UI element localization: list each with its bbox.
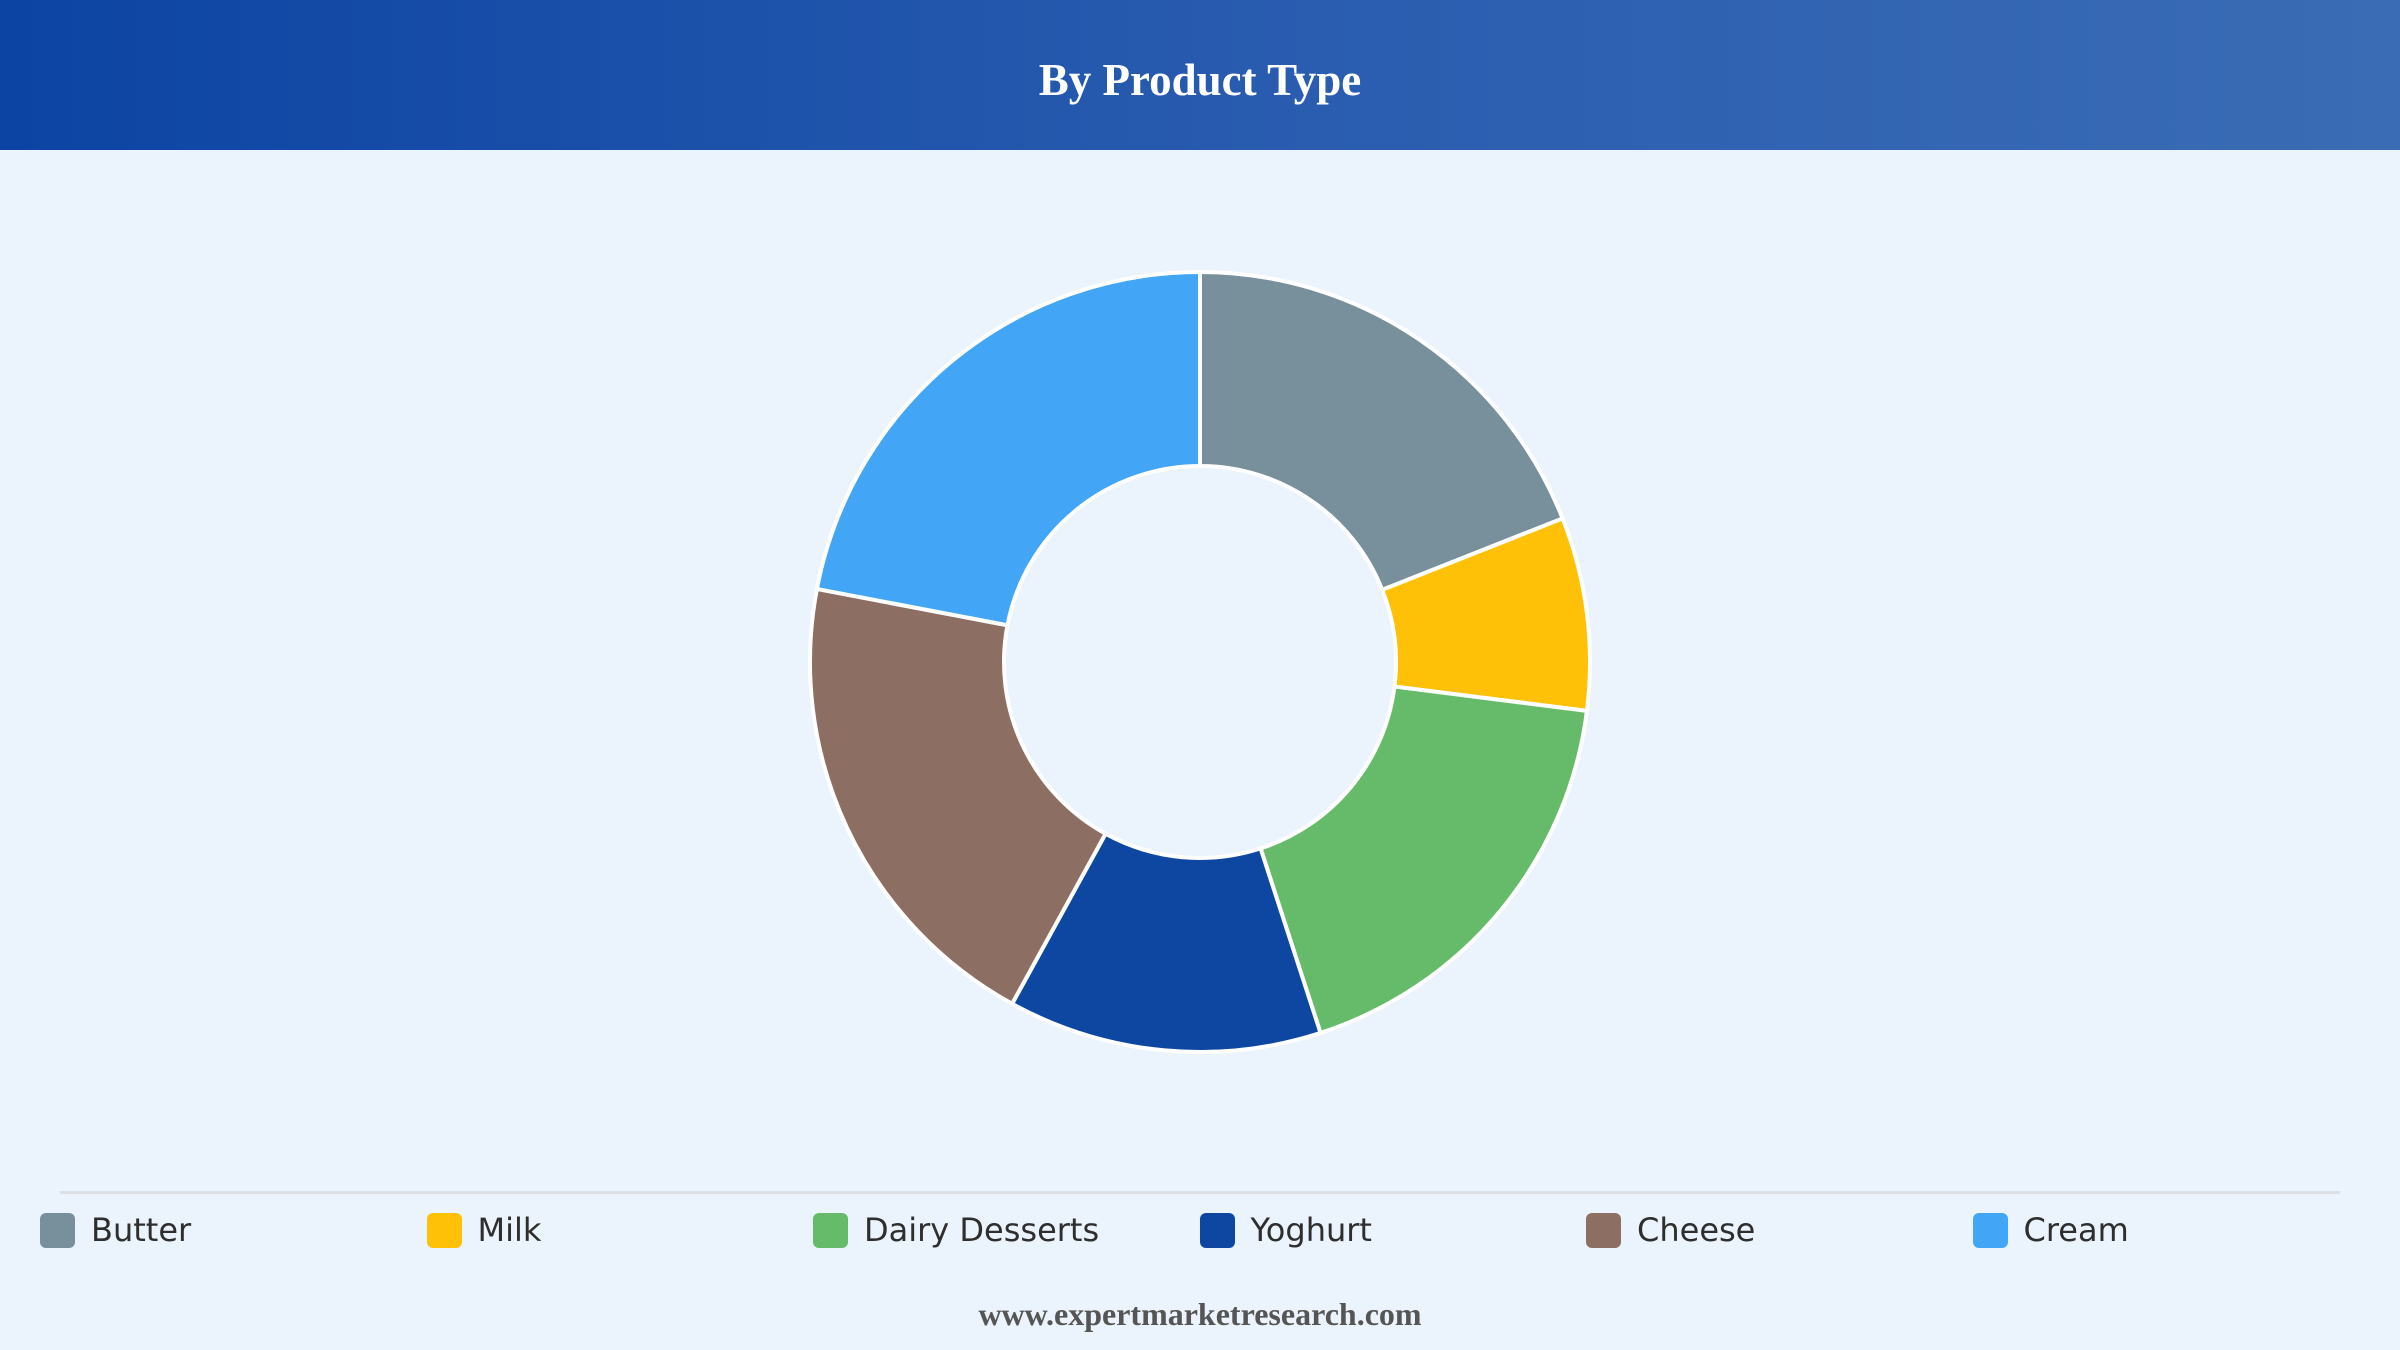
legend-item-milk[interactable]: Milk: [426, 1208, 542, 1252]
chart-area: [0, 150, 2400, 1190]
legend-item-butter[interactable]: Butter: [40, 1208, 191, 1252]
slice-dairy-desserts[interactable]: [1258, 684, 1589, 1035]
chart-legend: Butter Milk Dairy Desserts Yoghurt Cheese Cre…: [0, 1208, 2400, 1252]
legend-divider: [60, 1191, 2340, 1194]
legend-label: Cream: [2023, 1211, 2129, 1249]
donut-chart: [808, 270, 1592, 1054]
chart-title: By Product Type: [1038, 55, 1362, 105]
legend-label: Dairy Desserts: [864, 1211, 1100, 1249]
legend-item-cream[interactable]: Cream: [1972, 1208, 2129, 1252]
slice-cheese[interactable]: [808, 586, 1108, 1006]
legend-swatch: [1199, 1212, 1235, 1248]
slice-yoghurt[interactable]: [1010, 831, 1323, 1054]
chart-header: By Product Type: [0, 0, 2400, 150]
footer-website: www.expertmarketresearch.com: [978, 1296, 1422, 1332]
legend-swatch: [1586, 1212, 1621, 1248]
legend-item-yoghurt[interactable]: Yoghurt: [1199, 1208, 1372, 1252]
slice-cream[interactable]: [814, 270, 1202, 628]
legend-item-cheese[interactable]: Cheese: [1586, 1208, 1755, 1252]
legend-swatch: [40, 1212, 75, 1248]
legend-swatch: [813, 1212, 848, 1248]
legend-label: Butter: [91, 1211, 192, 1249]
legend-item-dairy-desserts[interactable]: Dairy Desserts: [813, 1208, 1099, 1252]
legend-label: Cheese: [1637, 1211, 1756, 1249]
legend-swatch: [426, 1212, 462, 1248]
slice-butter[interactable]: [1198, 270, 1565, 592]
legend-label: Milk: [477, 1211, 542, 1249]
legend-label: Yoghurt: [1250, 1211, 1372, 1249]
legend-swatch: [1972, 1212, 2008, 1248]
